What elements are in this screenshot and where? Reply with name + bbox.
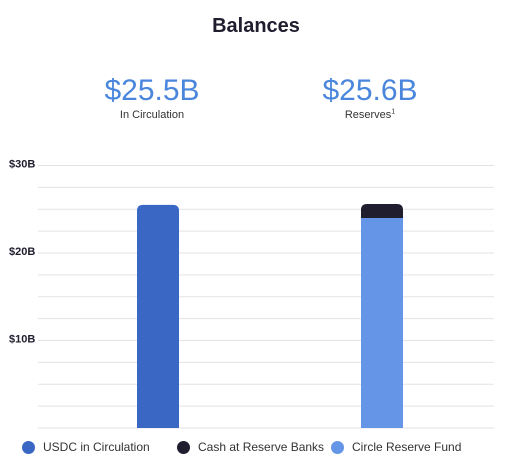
legend-swatch-usdc — [22, 440, 35, 454]
stat-reserves: $25.6B Reserves1 — [270, 74, 470, 122]
legend-swatch-cash — [177, 440, 190, 454]
legend-label-fund: Circle Reserve Fund — [352, 440, 462, 454]
legend-label-usdc: USDC in Circulation — [43, 440, 150, 454]
stat-reserves-caption-wrap: Reserves1 — [270, 108, 470, 121]
chart-legend: USDC in Circulation Cash at Reserve Bank… — [0, 440, 512, 458]
bar-circle-reserve-fund — [361, 218, 403, 428]
legend-swatch-fund — [331, 440, 344, 454]
bar-cash-at-reserve-banks — [361, 204, 403, 218]
legend-item-usdc: USDC in Circulation — [22, 440, 150, 454]
stat-circulation-caption: In Circulation — [119, 109, 185, 121]
y-tick-label: $30B — [9, 159, 35, 171]
balances-bar-chart: $10B $20B $30B — [9, 159, 494, 429]
footnote-marker: 1 — [391, 108, 396, 116]
tick-layer: $10B $20B $30B — [9, 159, 35, 346]
stat-circulation-value: $25.5B — [104, 74, 200, 107]
bar-usdc-in-circulation — [137, 204, 179, 428]
stat-reserves-value: $25.6B — [322, 74, 418, 107]
legend-item-cash: Cash at Reserve Banks — [177, 440, 324, 454]
grid-layer — [38, 165, 494, 429]
stat-reserves-caption: Reserves — [344, 109, 392, 121]
stat-in-circulation: $25.5B In Circulation — [52, 74, 252, 122]
legend-label-cash: Cash at Reserve Banks — [198, 440, 325, 454]
y-tick-label: $20B — [9, 246, 35, 258]
y-tick-label: $10B — [9, 334, 35, 346]
chart-title: Balances — [212, 15, 300, 37]
legend-item-fund: Circle Reserve Fund — [331, 440, 461, 454]
bar-layer — [137, 204, 403, 428]
